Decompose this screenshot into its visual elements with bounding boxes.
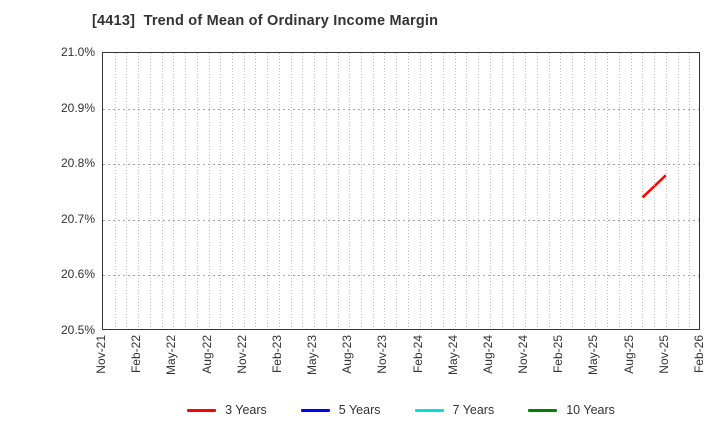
legend-label: 5 Years (338, 403, 381, 417)
vertical-gridline (677, 53, 679, 329)
x-tick-label: Nov-21 (94, 335, 108, 374)
vertical-gridline (583, 53, 585, 329)
vertical-gridline (372, 53, 374, 329)
vertical-gridline (384, 53, 386, 329)
series-lines (641, 174, 667, 199)
vertical-gridline (196, 53, 198, 329)
y-tick-label: 20.7% (60, 211, 95, 226)
vertical-gridline (302, 53, 304, 329)
x-tick-label: Nov-25 (656, 335, 671, 374)
x-tick-label: May-24 (445, 335, 460, 376)
vertical-gridline (607, 53, 609, 329)
vertical-gridline (337, 53, 339, 329)
vertical-gridline (572, 53, 574, 329)
vertical-gridline (689, 53, 691, 329)
vertical-gridline (478, 53, 480, 329)
vertical-gridline (290, 53, 292, 329)
legend: 3 Years 5 Years 7 Years 10 Years (102, 403, 700, 417)
vertical-gridline (443, 53, 445, 329)
vertical-gridline (138, 53, 140, 329)
vertical-gridline (560, 53, 562, 329)
vertical-gridline (149, 53, 151, 329)
vertical-gridline (642, 53, 644, 329)
x-tick-label: Feb-24 (410, 335, 425, 374)
y-tick-label: 20.6% (60, 267, 95, 282)
legend-swatch-icon (528, 408, 558, 412)
vertical-gridline (278, 53, 280, 329)
x-tick-label: Nov-23 (375, 335, 390, 374)
x-tick-label: Aug-24 (480, 335, 495, 374)
vertical-gridline (325, 53, 327, 329)
y-tick-label: 21.0% (60, 45, 95, 59)
vertical-gridline (630, 53, 632, 329)
vertical-gridline (513, 53, 515, 329)
vertical-gridline (255, 53, 257, 329)
vertical-gridline (618, 53, 620, 329)
y-tick-label: 20.8% (60, 156, 95, 171)
x-tick-label: Feb-25 (551, 335, 566, 374)
legend-label: 10 Years (566, 403, 615, 417)
vertical-gridline (231, 53, 233, 329)
vertical-gridline (208, 53, 210, 329)
vertical-gridline (173, 53, 175, 329)
vertical-gridline (665, 53, 667, 329)
vertical-gridline (431, 53, 433, 329)
x-tick-label: Nov-24 (516, 335, 531, 374)
vertical-gridline (267, 53, 269, 329)
vertical-gridline (595, 53, 597, 329)
vertical-gridline (161, 53, 163, 329)
vertical-gridline (396, 53, 398, 329)
x-tick-label: Aug-23 (340, 335, 355, 374)
x-tick-label: Aug-22 (199, 335, 214, 374)
legend-item-3-years: 3 Years (187, 403, 267, 417)
horizontal-gridline (103, 275, 699, 277)
horizontal-gridline (103, 219, 699, 221)
x-tick-label: Nov-22 (234, 335, 249, 374)
vertical-gridline (114, 53, 116, 329)
vertical-gridline (220, 53, 222, 329)
legend-item-7-years: 7 Years (414, 403, 495, 417)
y-tick-label: 20.5% (60, 323, 95, 337)
x-tick-label: May-25 (586, 335, 601, 376)
vertical-gridline (454, 53, 456, 329)
x-tick-label: May-23 (305, 335, 320, 376)
vertical-gridline (654, 53, 656, 329)
vertical-gridline (525, 53, 527, 329)
vertical-gridline (536, 53, 538, 329)
plot-area (102, 52, 700, 330)
horizontal-gridline (103, 108, 699, 110)
legend-swatch-icon (187, 408, 217, 412)
vertical-gridline (501, 53, 503, 329)
vertical-gridline (407, 53, 409, 329)
horizontal-gridline (103, 164, 699, 166)
y-tick-label: 20.9% (60, 100, 95, 115)
x-tick-label: Feb-23 (269, 335, 284, 374)
x-tick-label: Feb-26 (692, 335, 706, 374)
vertical-gridline (489, 53, 491, 329)
legend-swatch-icon (414, 408, 444, 412)
legend-item-10-years: 10 Years (528, 403, 615, 417)
legend-label: 7 Years (452, 403, 495, 417)
chart-title: [4413] Trend of Mean of Ordinary Income … (92, 13, 439, 29)
vertical-gridline (419, 53, 421, 329)
legend-swatch-icon (300, 408, 330, 412)
legend-label: 3 Years (225, 403, 267, 417)
vertical-gridline (349, 53, 351, 329)
vertical-gridline (126, 53, 128, 329)
vertical-gridline (243, 53, 245, 329)
vertical-gridline (360, 53, 362, 329)
x-tick-label: Feb-22 (129, 335, 144, 374)
vertical-gridline (314, 53, 316, 329)
vertical-gridline (466, 53, 468, 329)
vertical-gridline (548, 53, 550, 329)
x-tick-label: May-22 (164, 335, 179, 376)
vertical-gridline (185, 53, 187, 329)
legend-item-5-years: 5 Years (300, 403, 381, 417)
x-tick-label: Aug-25 (621, 335, 636, 374)
